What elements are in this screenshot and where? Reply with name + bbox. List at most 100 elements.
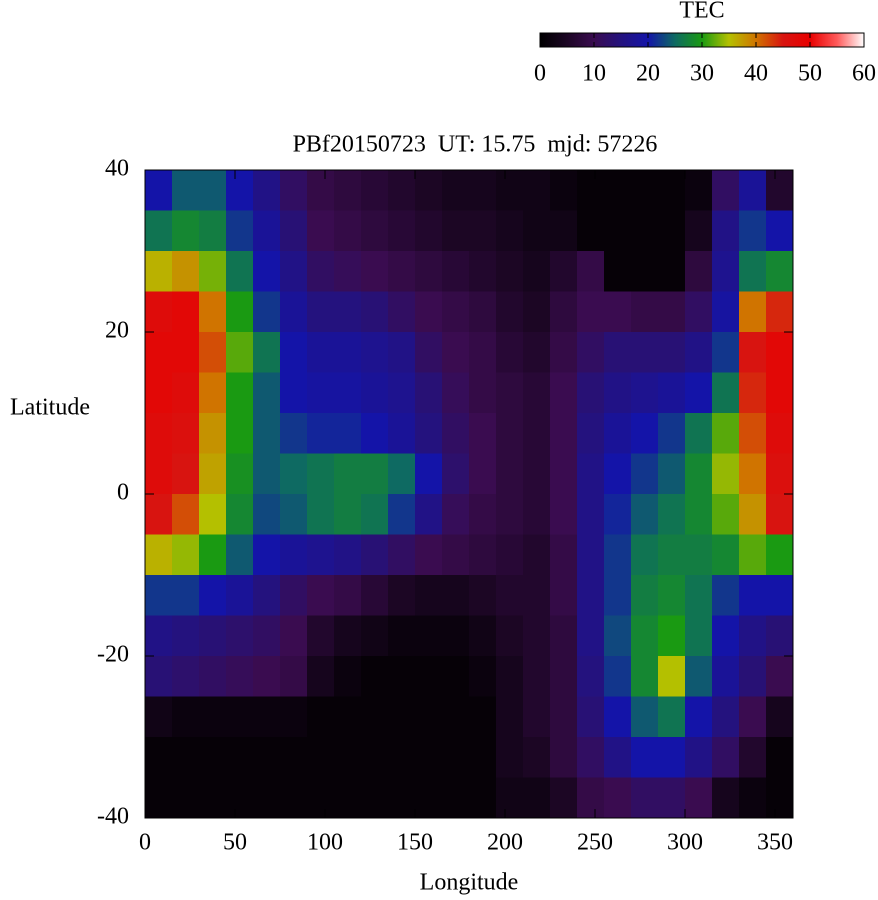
heat-cell — [604, 656, 632, 697]
heat-cell — [712, 777, 740, 819]
heat-cell — [280, 291, 308, 333]
heat-cell — [604, 413, 632, 454]
heat-cell — [577, 170, 605, 211]
heat-cell — [388, 656, 416, 697]
heat-cell — [739, 170, 767, 211]
heat-cell — [523, 737, 551, 778]
heat-cell — [604, 170, 632, 211]
heat-cell — [496, 575, 524, 616]
heat-cell — [280, 534, 308, 576]
heat-cell — [658, 656, 686, 697]
heat-cell — [577, 777, 605, 819]
heat-cell — [361, 372, 389, 414]
heat-cell — [658, 251, 686, 292]
heat-cell — [253, 575, 281, 616]
heat-cell — [226, 170, 254, 211]
heat-cell — [415, 453, 443, 495]
heat-cell — [307, 696, 335, 738]
x-tick-label: 150 — [397, 830, 433, 856]
heat-cell — [361, 494, 389, 535]
heat-cell — [712, 170, 740, 211]
heat-cell — [199, 453, 227, 495]
heat-cell — [658, 494, 686, 535]
heat-cell — [442, 372, 470, 414]
x-tick-label: 100 — [307, 830, 343, 856]
heat-cell — [253, 737, 281, 778]
heat-cell — [550, 615, 578, 657]
heat-cell — [415, 737, 443, 778]
heat-cell — [415, 251, 443, 292]
heat-cell — [334, 291, 362, 333]
heat-cell — [172, 575, 200, 616]
heat-cell — [442, 777, 470, 819]
heat-cell — [550, 494, 578, 535]
heat-cell — [604, 494, 632, 535]
heat-cell — [307, 575, 335, 616]
heat-cell — [469, 170, 497, 211]
heat-cell — [280, 777, 308, 819]
heat-cell — [145, 494, 173, 535]
heat-cell — [739, 494, 767, 535]
heat-cell — [307, 210, 335, 252]
heat-cell — [739, 737, 767, 778]
heat-cell — [415, 575, 443, 616]
heat-cell — [172, 413, 200, 454]
heat-cell — [496, 534, 524, 576]
heat-cell — [442, 494, 470, 535]
heat-cell — [739, 615, 767, 657]
heat-cell — [361, 291, 389, 333]
heat-cell — [442, 575, 470, 616]
heat-cell — [469, 696, 497, 738]
heat-cell — [766, 534, 794, 576]
heat-cell — [712, 453, 740, 495]
heat-cell — [199, 737, 227, 778]
heat-cell — [496, 656, 524, 697]
heat-cell — [685, 615, 713, 657]
heat-cell — [523, 777, 551, 819]
heat-cell — [415, 534, 443, 576]
heat-cell — [685, 737, 713, 778]
heat-cell — [658, 737, 686, 778]
heat-cell — [442, 696, 470, 738]
colorbar-tick-label: 40 — [744, 61, 768, 87]
heat-cell — [658, 575, 686, 616]
heat-cell — [172, 332, 200, 373]
heat-cell — [577, 737, 605, 778]
heat-cell — [631, 210, 659, 252]
heat-cell — [739, 453, 767, 495]
heat-cell — [685, 251, 713, 292]
heat-cell — [712, 575, 740, 616]
heat-cell — [145, 777, 173, 819]
heat-cell — [334, 737, 362, 778]
heat-cell — [280, 615, 308, 657]
heat-cell — [712, 696, 740, 738]
heat-cell — [307, 534, 335, 576]
heat-cell — [280, 413, 308, 454]
heat-cell — [631, 737, 659, 778]
heat-cell — [631, 534, 659, 576]
heat-cell — [550, 332, 578, 373]
heat-cell — [172, 737, 200, 778]
heat-cell — [388, 413, 416, 454]
heat-cell — [307, 372, 335, 414]
heat-cell — [496, 615, 524, 657]
heat-cell — [280, 453, 308, 495]
heat-cell — [739, 656, 767, 697]
heat-cell — [199, 575, 227, 616]
heat-cell — [604, 210, 632, 252]
heat-cell — [631, 372, 659, 414]
heat-cell — [388, 372, 416, 414]
heat-cell — [469, 413, 497, 454]
heat-cell — [172, 534, 200, 576]
heat-cell — [361, 575, 389, 616]
heat-cell — [496, 737, 524, 778]
heat-cell — [253, 372, 281, 414]
heat-cell — [226, 534, 254, 576]
heat-cell — [577, 575, 605, 616]
heat-cell — [631, 615, 659, 657]
heat-cell — [766, 453, 794, 495]
heat-cell — [415, 413, 443, 454]
colorbar-label: TEC — [679, 0, 724, 24]
heat-cell — [388, 575, 416, 616]
heat-cell — [145, 534, 173, 576]
